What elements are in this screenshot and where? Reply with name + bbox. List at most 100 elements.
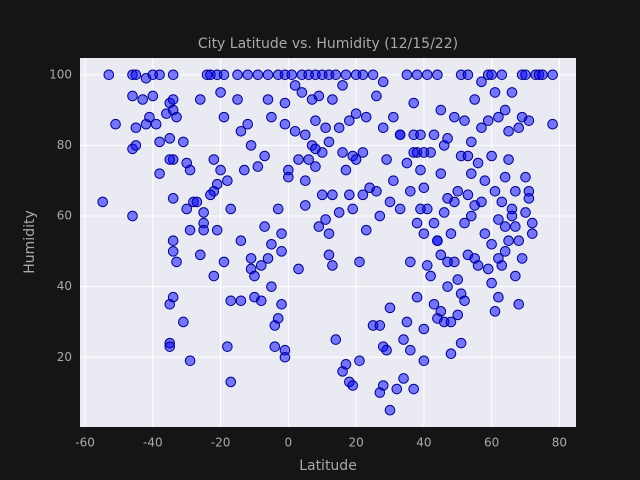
point [211, 224, 223, 236]
y-tick-label: 80 [57, 138, 72, 152]
point [154, 168, 165, 179]
point [506, 210, 518, 222]
point [178, 316, 189, 328]
point [466, 210, 477, 222]
point [276, 246, 287, 257]
point [418, 323, 430, 335]
point [171, 256, 182, 268]
point [496, 69, 508, 81]
chart-title: City Latitude vs. Humidity (12/15/22) [198, 36, 458, 52]
point [489, 185, 501, 197]
point [415, 203, 426, 215]
point [255, 260, 267, 271]
point [320, 214, 331, 225]
point [150, 118, 162, 130]
point [337, 80, 348, 91]
point [401, 316, 413, 328]
point [476, 122, 487, 134]
point [445, 228, 457, 239]
point [462, 150, 474, 162]
point [218, 256, 230, 268]
point [235, 235, 247, 247]
point [323, 136, 335, 148]
point [235, 295, 247, 307]
point [394, 129, 406, 141]
point [327, 189, 338, 201]
point [398, 334, 409, 345]
point [428, 217, 440, 229]
point [225, 295, 237, 307]
point [466, 136, 477, 148]
point [208, 154, 220, 165]
point [394, 203, 406, 215]
point [408, 383, 420, 395]
point [513, 235, 525, 247]
point [316, 189, 328, 201]
point [425, 270, 436, 282]
point [144, 111, 155, 123]
point [300, 175, 311, 187]
point [374, 320, 386, 331]
labels: -60 -40 -20 0 20 40 60 80 20 40 60 80 100 [49, 67, 567, 449]
point [476, 76, 487, 88]
point [218, 111, 230, 123]
point [486, 277, 497, 289]
point [377, 76, 389, 88]
point [401, 69, 413, 81]
point [225, 376, 237, 388]
point [411, 69, 423, 81]
point [154, 136, 165, 148]
x-tick-label: 60 [484, 436, 499, 450]
point [259, 150, 270, 162]
point [479, 175, 491, 187]
point [435, 168, 447, 179]
point [232, 69, 243, 81]
point [320, 122, 331, 134]
point [360, 224, 372, 236]
point [225, 203, 237, 215]
point [452, 309, 464, 321]
point [435, 249, 447, 261]
point [384, 196, 396, 208]
point [411, 217, 423, 229]
y-axis-label: Humidity [22, 210, 38, 273]
point [499, 104, 511, 116]
point [167, 94, 179, 105]
point [310, 115, 321, 126]
point [371, 90, 382, 102]
point [360, 111, 372, 123]
point [469, 94, 480, 105]
x-tick-label: 80 [552, 436, 567, 450]
point [266, 111, 277, 123]
x-tick-label: 20 [348, 436, 363, 450]
point [97, 196, 108, 208]
point [516, 253, 528, 264]
x-tick-label: -40 [143, 436, 163, 450]
point [384, 302, 396, 314]
point [357, 147, 369, 158]
point [520, 171, 531, 183]
point [499, 246, 511, 257]
point [242, 69, 254, 81]
point [388, 175, 399, 187]
point [215, 164, 226, 176]
point [340, 359, 352, 370]
point [164, 298, 176, 310]
point [340, 69, 352, 81]
point [178, 136, 189, 148]
point [110, 118, 121, 130]
point [381, 154, 392, 165]
x-tick-label: 40 [416, 436, 431, 450]
point [276, 228, 287, 239]
point [296, 87, 308, 98]
point [405, 256, 416, 268]
point [493, 214, 504, 225]
point [354, 355, 365, 367]
point [428, 129, 440, 141]
point [449, 196, 460, 208]
point [499, 221, 511, 232]
point [489, 87, 501, 98]
y-tick-label: 40 [57, 279, 72, 293]
point [398, 373, 409, 384]
point [415, 129, 426, 141]
